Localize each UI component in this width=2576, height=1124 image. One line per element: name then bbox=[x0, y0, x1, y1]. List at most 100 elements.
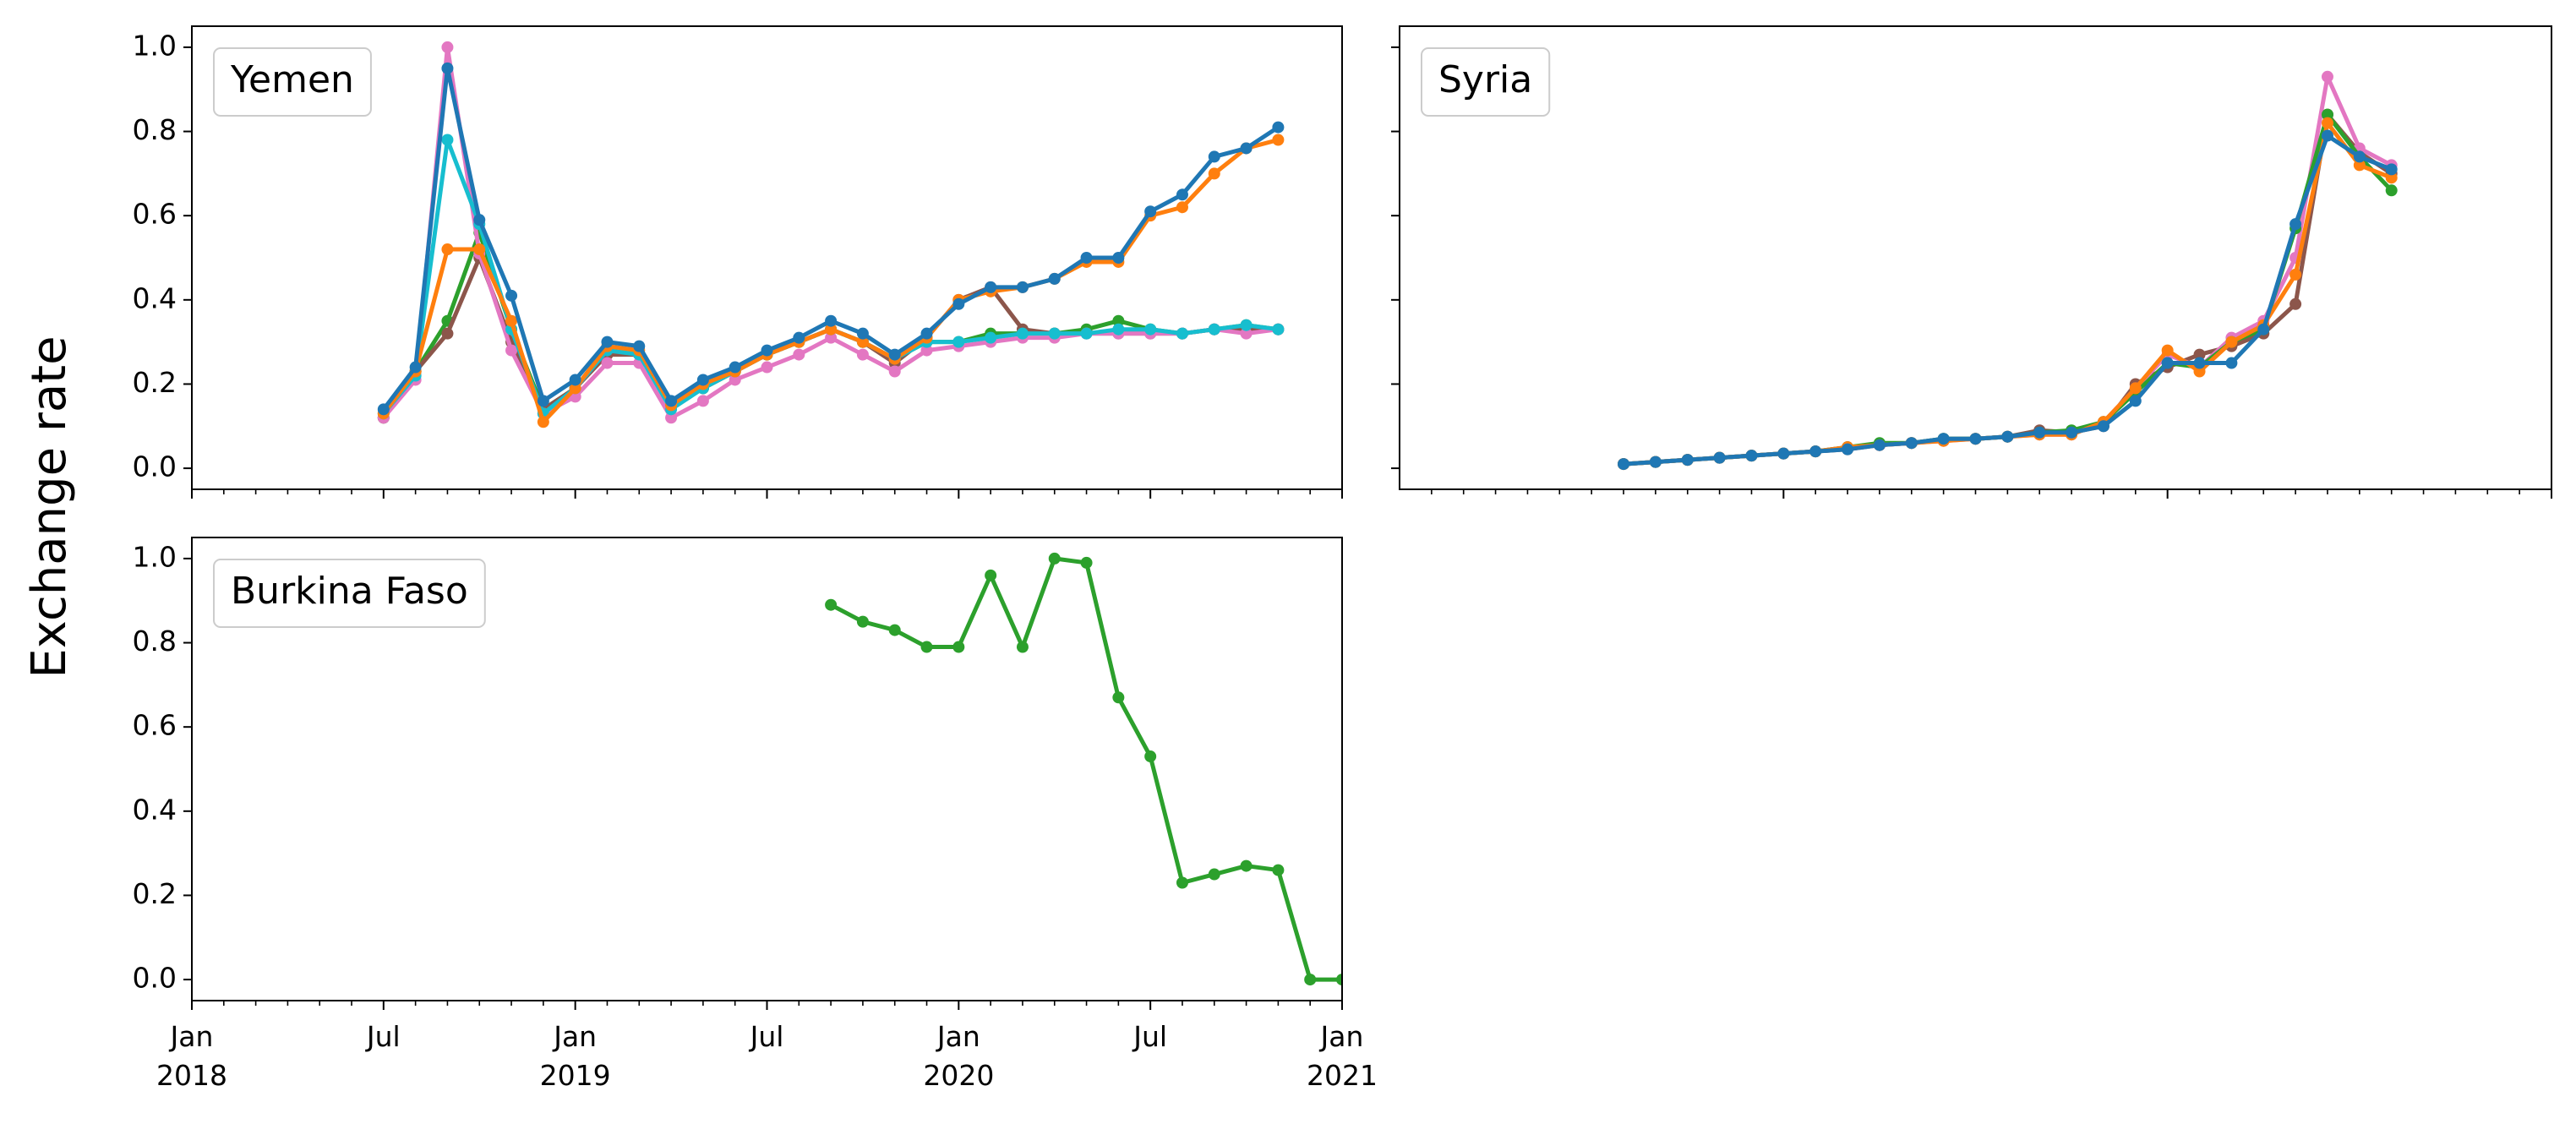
series-line bbox=[381, 138, 1279, 416]
data-point bbox=[1112, 691, 1125, 704]
data-point bbox=[2225, 357, 2238, 369]
data-point bbox=[2289, 268, 2302, 281]
x-tick-label: Jan 2021 bbox=[1307, 1020, 1378, 1092]
data-point bbox=[2097, 420, 2109, 433]
data-point bbox=[1272, 864, 1285, 876]
data-point bbox=[1240, 142, 1253, 155]
data-point bbox=[1048, 327, 1061, 340]
data-point bbox=[1016, 281, 1029, 293]
data-point bbox=[1144, 323, 1157, 336]
y-tick-label: 0.8 bbox=[133, 113, 177, 146]
data-point bbox=[569, 374, 581, 386]
data-point bbox=[2225, 336, 2238, 348]
data-point bbox=[665, 395, 678, 407]
data-point bbox=[2193, 365, 2206, 378]
data-point bbox=[1809, 445, 1822, 458]
plot-area bbox=[377, 41, 1285, 428]
data-point bbox=[825, 598, 838, 611]
data-point bbox=[1873, 439, 1886, 451]
y-tick-label: 0.0 bbox=[133, 450, 177, 483]
data-point bbox=[1208, 868, 1220, 881]
data-point bbox=[1080, 252, 1093, 264]
data-point bbox=[952, 641, 965, 653]
data-point bbox=[856, 336, 869, 348]
data-point bbox=[473, 214, 486, 226]
data-point bbox=[920, 327, 933, 340]
data-point bbox=[441, 327, 454, 340]
data-point bbox=[1048, 272, 1061, 285]
data-point bbox=[761, 344, 773, 357]
data-point bbox=[1240, 859, 1253, 872]
data-point bbox=[409, 361, 422, 374]
data-point bbox=[729, 374, 741, 386]
x-tick-label: Jul bbox=[1133, 1020, 1168, 1053]
data-point bbox=[920, 344, 933, 357]
data-point bbox=[2321, 117, 2333, 129]
data-point bbox=[1336, 974, 1342, 986]
data-point bbox=[1208, 150, 1220, 163]
data-point bbox=[1080, 556, 1093, 569]
y-tick-label: 0.6 bbox=[133, 709, 177, 742]
y-tick-label: 0.2 bbox=[133, 366, 177, 399]
data-point bbox=[1208, 323, 1220, 336]
data-point bbox=[1240, 319, 1253, 331]
data-point bbox=[1272, 134, 1285, 146]
axes-frame bbox=[191, 537, 1343, 1001]
data-point bbox=[2321, 108, 2333, 121]
data-point bbox=[441, 134, 454, 146]
data-point bbox=[793, 331, 805, 344]
y-tick-label: 0.0 bbox=[133, 962, 177, 995]
data-point bbox=[473, 243, 486, 256]
data-point bbox=[2161, 357, 2174, 369]
series-line bbox=[1623, 74, 2393, 467]
data-point bbox=[1618, 458, 1630, 471]
data-point bbox=[2257, 323, 2270, 336]
y-tick-label: 0.4 bbox=[133, 281, 177, 314]
data-point bbox=[1304, 974, 1317, 986]
data-point bbox=[601, 357, 614, 369]
data-point bbox=[952, 336, 965, 348]
x-tick-label: Jul bbox=[366, 1020, 401, 1053]
data-point bbox=[1937, 433, 1950, 445]
title-box bbox=[213, 559, 486, 628]
data-point bbox=[537, 395, 549, 407]
data-point bbox=[696, 374, 709, 386]
data-point bbox=[1048, 552, 1061, 565]
data-point bbox=[2161, 344, 2174, 357]
data-point bbox=[1176, 201, 1188, 214]
data-point bbox=[1905, 437, 1918, 450]
plot-area bbox=[1618, 70, 2398, 471]
data-point bbox=[441, 243, 454, 256]
data-point bbox=[1208, 167, 1220, 180]
title-box bbox=[213, 47, 372, 117]
data-point bbox=[2129, 395, 2142, 407]
data-point bbox=[2193, 348, 2206, 361]
data-point bbox=[1016, 327, 1029, 340]
data-point bbox=[761, 361, 773, 374]
series-line bbox=[381, 138, 1280, 424]
data-point bbox=[952, 297, 965, 310]
data-point bbox=[2129, 382, 2142, 395]
data-point bbox=[1112, 323, 1125, 336]
y-tick-label: 0.6 bbox=[133, 198, 177, 231]
y-tick-label: 1.0 bbox=[133, 540, 177, 573]
panel-title: Syria bbox=[1438, 58, 1532, 101]
data-point bbox=[1112, 252, 1125, 264]
data-point bbox=[2066, 426, 2078, 439]
x-tick-label: Jan 2018 bbox=[156, 1020, 227, 1092]
data-point bbox=[1176, 876, 1188, 889]
data-point bbox=[505, 289, 518, 302]
data-point bbox=[1969, 433, 1982, 445]
data-point bbox=[825, 331, 838, 344]
data-point bbox=[2385, 184, 2398, 197]
y-axis-label: Exchange rate bbox=[22, 336, 77, 678]
title-box bbox=[1421, 47, 1551, 117]
data-point bbox=[888, 365, 901, 378]
data-point bbox=[505, 314, 518, 327]
data-point bbox=[985, 281, 997, 293]
data-point bbox=[2385, 163, 2398, 176]
data-point bbox=[1240, 327, 1253, 340]
series-line bbox=[829, 556, 1342, 982]
data-point bbox=[601, 336, 614, 348]
